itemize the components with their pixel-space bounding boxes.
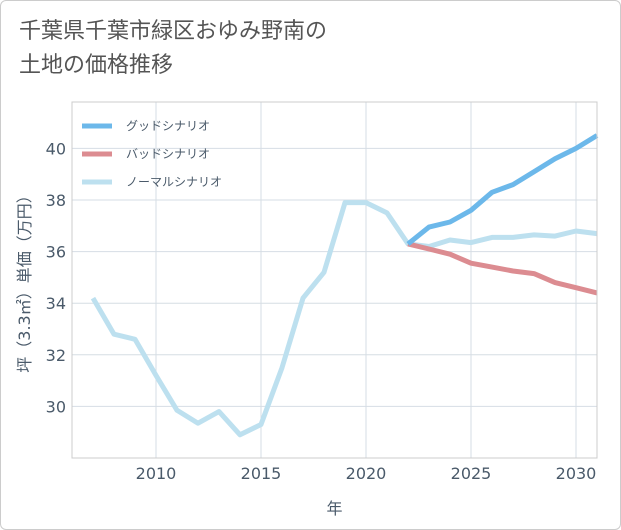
y-tick-label: 40 [46, 139, 66, 158]
chart-title-line-1: 千葉県千葉市緑区おゆみ野南の [19, 19, 328, 44]
legend-label-1: バッドシナリオ [126, 147, 210, 161]
x-tick-label: 2030 [556, 464, 597, 483]
y-tick-label: 38 [46, 191, 66, 210]
x-tick-label: 2015 [241, 464, 282, 483]
legend-label-2: ノーマルシナリオ [126, 175, 222, 189]
y-tick-label: 34 [46, 294, 66, 313]
y-tick-label: 30 [46, 397, 66, 416]
tick-labels: 2010 2015 2020 2025 2030 30 32 34 36 38 40 [46, 139, 597, 483]
grid [72, 102, 597, 458]
y-tick-label: 36 [46, 243, 66, 262]
y-axis-label: 坪（3.3㎡）単価（万円） [15, 187, 34, 372]
plot-frame [71, 101, 598, 459]
y-tick-label: 32 [46, 346, 66, 365]
x-tick-label: 2020 [346, 464, 387, 483]
legend-label-0: グッドシナリオ [126, 119, 210, 133]
series-layer [90, 133, 599, 438]
x-tick-label: 2010 [136, 464, 177, 483]
chart-title: 千葉県千葉市緑区おゆみ野南の 土地の価格推移 [19, 15, 439, 83]
x-axis-label: 年 [326, 499, 342, 518]
series-line-0 [406, 133, 599, 246]
series-line-1 [407, 241, 598, 296]
chart-title-line-2: 土地の価格推移 [19, 53, 174, 78]
series-line-2 [90, 200, 598, 438]
x-tick-label: 2025 [451, 464, 492, 483]
